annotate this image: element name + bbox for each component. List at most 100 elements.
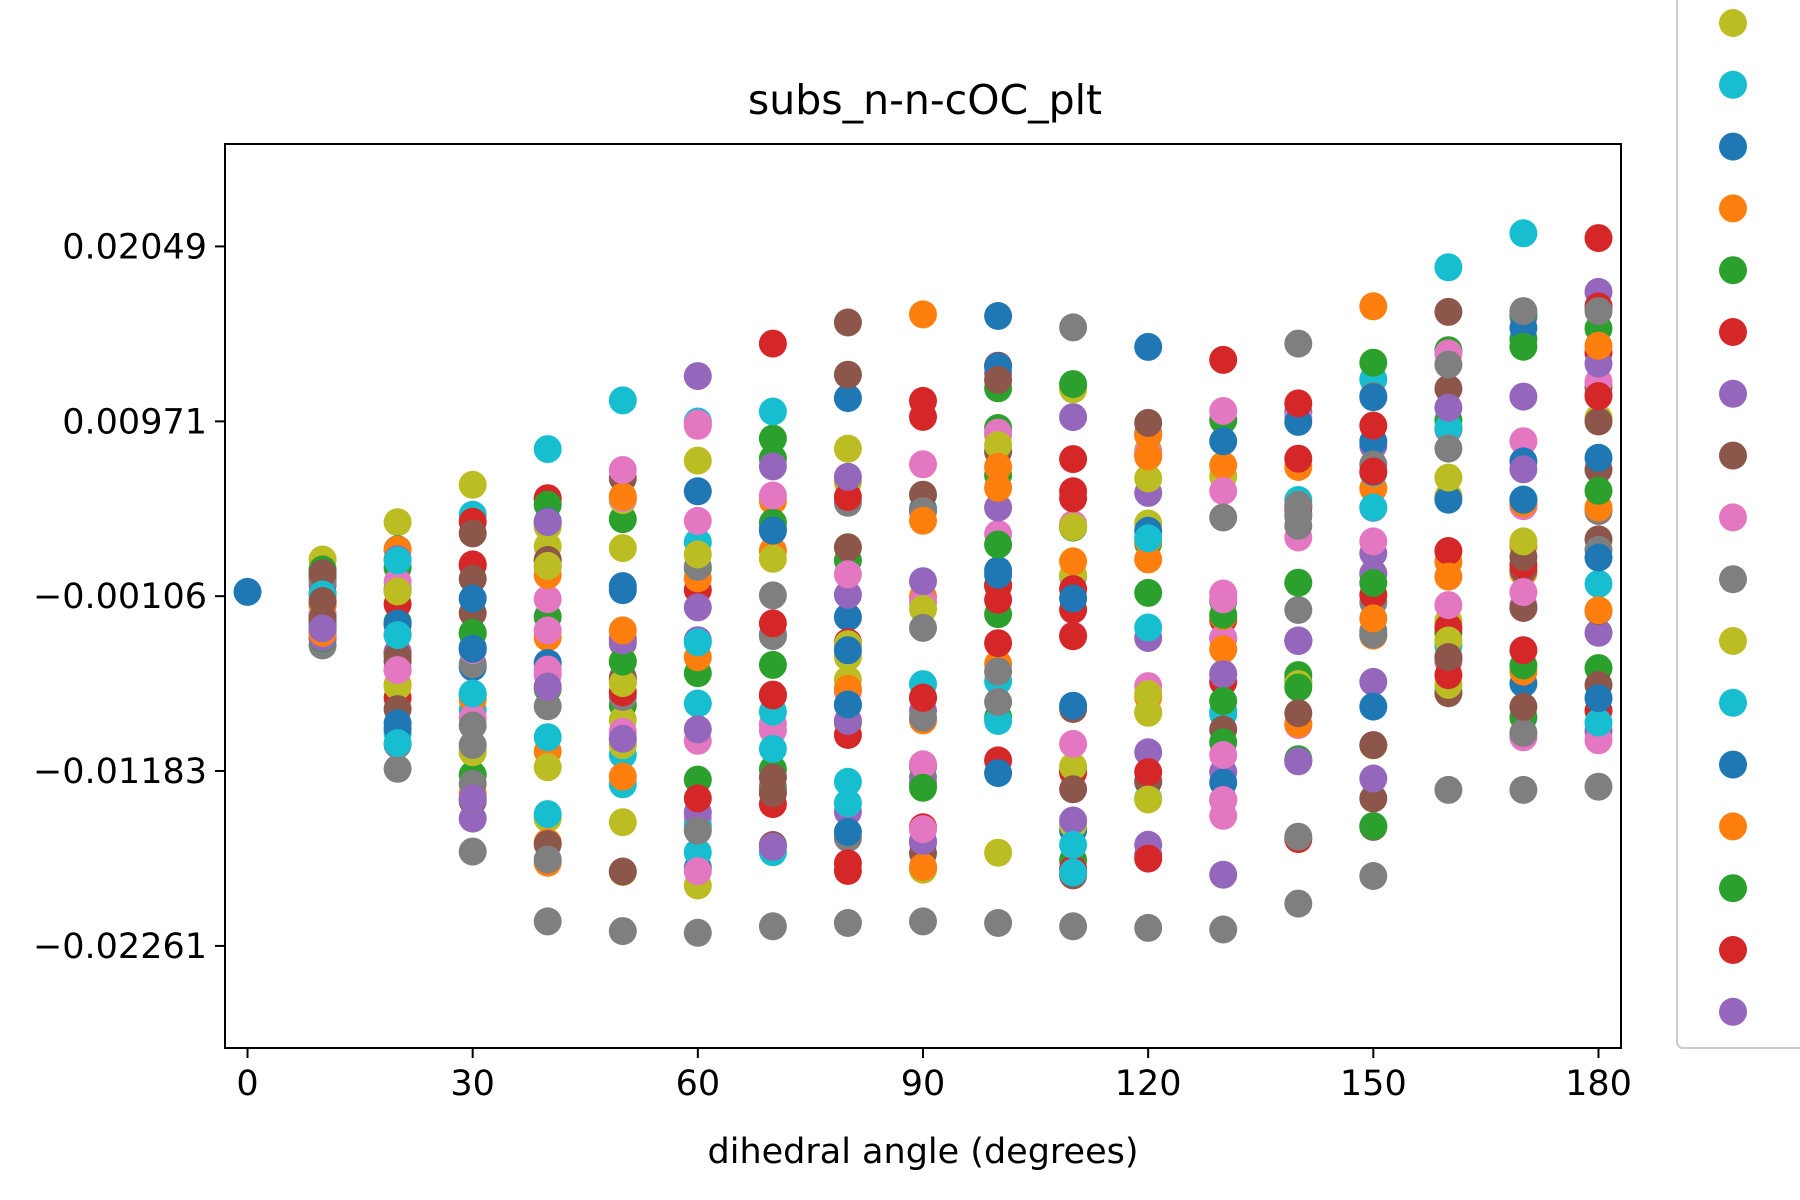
scatter-point <box>1059 584 1088 613</box>
scatter-point <box>533 723 562 752</box>
scatter-point <box>1284 822 1313 851</box>
scatter-point <box>1359 667 1388 696</box>
scatter-point <box>683 918 712 947</box>
scatter-point <box>608 572 637 601</box>
scatter-point <box>758 734 787 763</box>
scatter-point <box>383 754 412 783</box>
scatter-point <box>533 672 562 701</box>
scatter-point <box>984 909 1013 937</box>
scatter-point <box>984 688 1013 716</box>
scatter-point <box>1209 397 1238 425</box>
scatter-point <box>1359 569 1388 597</box>
legend-marker <box>1719 256 1747 285</box>
scatter-point <box>833 789 862 818</box>
scatter-point <box>909 773 937 802</box>
scatter-point <box>683 593 712 622</box>
scatter-point <box>608 808 637 837</box>
scatter-point <box>1509 382 1538 411</box>
legend-marker <box>1719 688 1747 717</box>
scatter-point <box>683 857 712 886</box>
scatter-point <box>1584 618 1613 647</box>
scatter-point <box>1359 731 1388 760</box>
scatter-point <box>383 729 412 758</box>
scatter-point <box>683 816 712 845</box>
scatter-point <box>1434 393 1463 422</box>
scatter-point <box>1059 313 1088 342</box>
scatter-point <box>984 365 1013 394</box>
scatter-point <box>833 360 862 389</box>
scatter-point <box>533 692 562 721</box>
scatter-point <box>458 731 487 759</box>
scatter-point <box>1284 444 1313 473</box>
scatter-point <box>1284 747 1313 776</box>
y-tick-label: −0.02261 <box>33 927 207 967</box>
scatter-point <box>758 681 787 710</box>
legend-marker <box>1719 627 1747 655</box>
scatter-point <box>1509 692 1538 721</box>
scatter-point <box>383 577 412 606</box>
scatter-point <box>1209 427 1238 456</box>
scatter-point <box>1059 547 1088 576</box>
scatter-point <box>1284 329 1313 358</box>
scatter-point <box>984 759 1013 788</box>
legend-marker <box>1719 379 1747 408</box>
scatter-point <box>1059 806 1088 835</box>
scatter-point <box>683 506 712 535</box>
scatter-point <box>458 711 487 740</box>
scatter-point <box>1434 434 1463 463</box>
scatter-point <box>1059 403 1088 432</box>
legend-marker <box>1719 194 1747 223</box>
scatter-point <box>1284 626 1313 655</box>
scatter-point <box>1284 490 1313 519</box>
scatter-point <box>1134 738 1163 767</box>
scatter-point <box>1359 383 1388 412</box>
scatter-point <box>1134 758 1163 787</box>
scatter-point <box>1284 673 1313 702</box>
scatter-point <box>1434 485 1463 514</box>
scatter-point <box>458 519 487 548</box>
scatter-point <box>1059 691 1088 720</box>
legend-marker <box>1719 750 1747 779</box>
scatter-point <box>1359 493 1388 522</box>
scatter-point <box>458 564 487 593</box>
scatter-point <box>984 560 1013 589</box>
scatter-point <box>984 629 1013 658</box>
scatter-point <box>533 800 562 829</box>
scatter-point <box>1209 660 1238 689</box>
x-axis-label: dihedral angle (degrees) <box>708 1132 1139 1172</box>
scatter-point <box>458 804 487 833</box>
scatter-point <box>984 838 1013 867</box>
scatter-point <box>833 384 862 413</box>
scatter-point <box>1134 464 1163 493</box>
scatter-point <box>1209 451 1238 480</box>
x-tick-label: 120 <box>1115 1064 1182 1104</box>
scatter-point <box>1359 527 1388 556</box>
scatter-point <box>1209 503 1238 532</box>
scatter-point <box>909 852 937 881</box>
scatter-point <box>1059 484 1088 513</box>
scatter-point <box>608 917 637 946</box>
x-tick-label: 0 <box>236 1064 258 1104</box>
scatter-point <box>758 650 787 679</box>
scatter-point <box>1509 332 1538 361</box>
scatter-point <box>608 386 637 415</box>
scatter-point <box>909 683 937 712</box>
scatter-point <box>1359 812 1388 840</box>
legend-marker <box>1719 936 1747 964</box>
scatter-point <box>1434 643 1463 672</box>
scatter-point <box>833 849 862 878</box>
scatter-point <box>1509 718 1538 747</box>
scatter-point <box>1209 741 1238 769</box>
scatter-point <box>1059 775 1088 804</box>
scatter-point <box>1584 543 1613 572</box>
scatter-point <box>758 581 787 610</box>
y-tick-label: −0.01183 <box>33 752 207 792</box>
scatter-point <box>1134 844 1163 873</box>
points-layer <box>233 219 1613 947</box>
scatter-point <box>1059 752 1088 781</box>
scatter-point <box>758 609 787 638</box>
scatter-point <box>758 424 787 453</box>
scatter-point <box>833 483 862 511</box>
scatter-point <box>1434 591 1463 620</box>
scatter-point <box>1584 684 1613 713</box>
